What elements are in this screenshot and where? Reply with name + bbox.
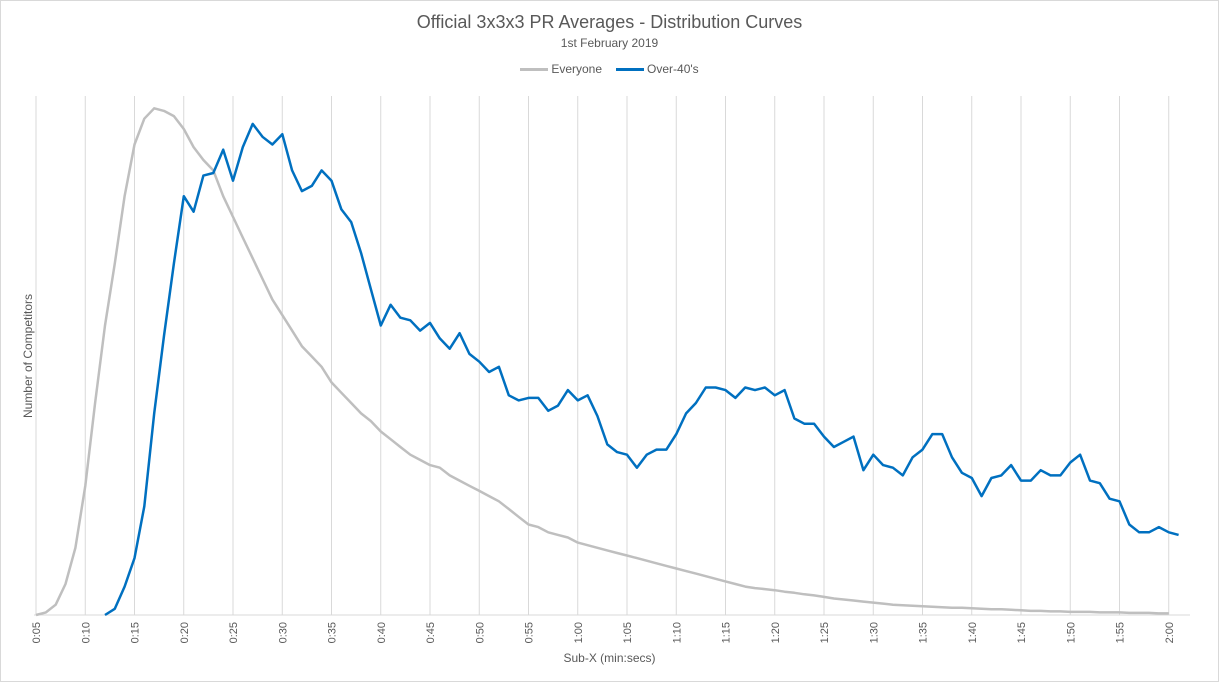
x-tick-label: 1:50	[1065, 622, 1077, 643]
legend-item-over-40s: Over-40's	[616, 62, 699, 76]
x-tick-label: 0:35	[327, 622, 339, 643]
x-tick-label: 0:55	[524, 622, 536, 643]
chart-subtitle: 1st February 2019	[560, 36, 659, 50]
x-tick-label: 1:00	[573, 622, 585, 643]
x-tick-label: 1:25	[819, 622, 831, 643]
x-tick-label: 1:10	[671, 622, 683, 643]
x-tick-labels: 0:05 0:10 0:15 0:20 0:25 0:30 0:35 0:40 0:45 0:50…	[31, 622, 1176, 643]
series-line-over-40s	[104, 122, 1179, 617]
series-lines	[35, 107, 1179, 617]
x-tick-label: 1:55	[1115, 622, 1127, 643]
legend: Everyone Over-40's	[0, 62, 1219, 76]
series-line-everyone	[35, 107, 1169, 617]
x-tick-label: 1:40	[967, 622, 979, 643]
legend-item-everyone: Everyone	[520, 62, 602, 76]
x-tick-label: 0:15	[130, 622, 142, 643]
legend-swatch-over-40s	[616, 67, 645, 71]
gridlines	[34, 96, 1190, 616]
x-tick-label: 1:35	[918, 622, 930, 643]
x-tick-label: 0:20	[179, 622, 191, 643]
x-axis-label: Sub-X (min:secs)	[563, 651, 656, 665]
legend-label-over-40s: Over-40's	[647, 62, 699, 76]
x-tick-label: 1:30	[868, 622, 880, 643]
x-tick-label: 1:20	[770, 622, 782, 643]
legend-swatch-everyone	[520, 67, 549, 71]
x-tick-label: 0:10	[80, 622, 92, 643]
x-tick-label: 1:15	[721, 622, 733, 643]
x-tick-label: 1:05	[622, 622, 634, 643]
x-tick-label: 0:45	[425, 622, 437, 643]
x-tick-label: 0:50	[474, 622, 486, 643]
x-tick-label: 0:30	[277, 622, 289, 643]
x-tick-label: 1:45	[1016, 622, 1028, 643]
x-tick-label: 0:40	[376, 622, 388, 643]
x-tick-label: 0:25	[228, 622, 240, 643]
x-tick-label: 0:05	[31, 622, 43, 643]
legend-label-everyone: Everyone	[551, 62, 603, 76]
chart-title: Official 3x3x3 PR Averages - Distributio…	[416, 12, 803, 32]
x-tick-label: 2:00	[1164, 622, 1176, 643]
